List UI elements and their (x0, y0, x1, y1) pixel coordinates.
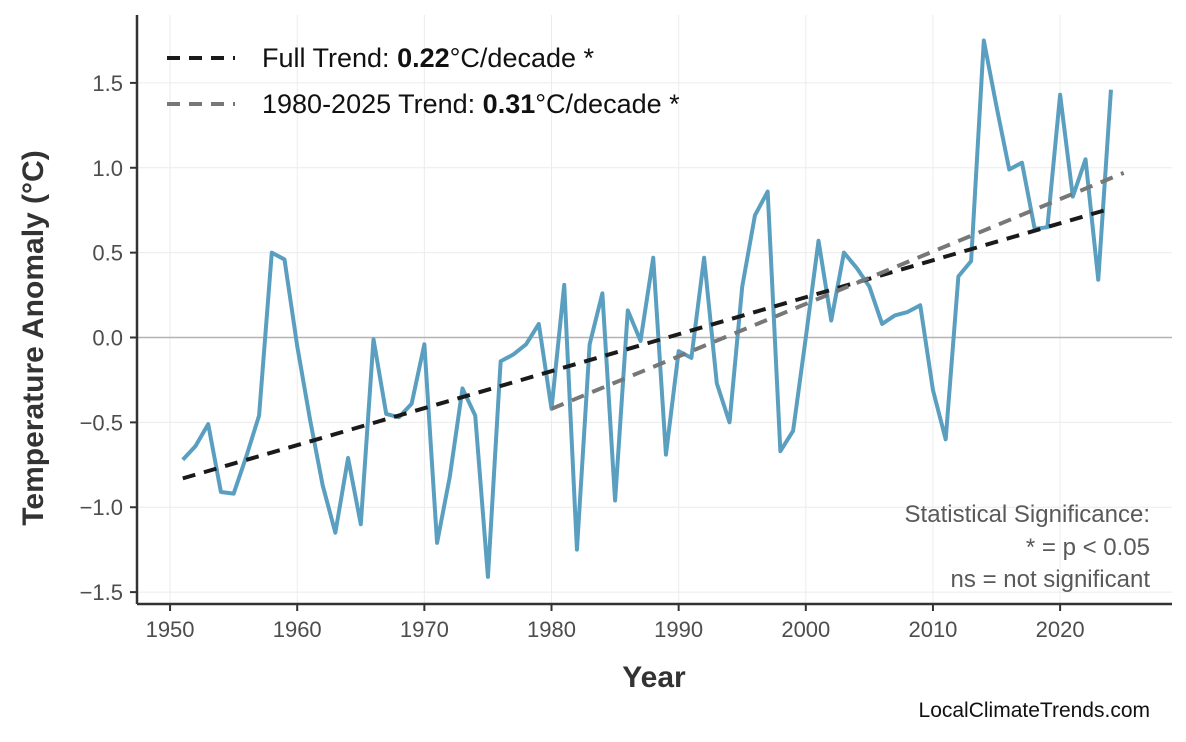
recent-trend-line (550, 171, 1125, 411)
annotation-line: ns = not significant (951, 566, 1151, 593)
x-axis-label: Year (622, 661, 686, 694)
axes: 1950 1960 1970 1980 1990 2000 2010 2020 −1.5 −1.0… (80, 15, 1172, 642)
legend: Full Trend: 0.22°C/decade * 1980-2025 Tr… (167, 43, 680, 119)
legend-label-full-trend: Full Trend: 0.22°C/decade * (262, 43, 595, 73)
x-tick-label: 2000 (781, 617, 830, 642)
y-tick-label: 1.5 (92, 71, 123, 96)
x-tick-label: 2020 (1036, 617, 1085, 642)
plot-area (181, 38, 1125, 579)
annotation-line: * = p < 0.05 (1026, 534, 1150, 561)
x-tick-label: 1990 (654, 617, 703, 642)
y-tick-label: 0.5 (92, 241, 123, 266)
x-tick-label: 1970 (400, 617, 449, 642)
x-tick-label: 1950 (146, 617, 195, 642)
legend-label-recent-trend: 1980-2025 Trend: 0.31°C/decade * (262, 89, 680, 119)
significance-annotation: Statistical Significance: * = p < 0.05 n… (905, 501, 1151, 593)
y-tick-label: 0.0 (92, 326, 123, 351)
y-tick-label: −1.5 (80, 580, 123, 605)
annotation-line: Statistical Significance: (905, 501, 1150, 528)
y-tick-label: −1.0 (80, 495, 123, 520)
x-tick-label: 1980 (527, 617, 576, 642)
x-tick-label: 1960 (273, 617, 322, 642)
y-tick-label: 1.0 (92, 156, 123, 181)
y-axis-label: Temperature Anomaly (°C) (17, 150, 50, 525)
full-trend-line (182, 206, 1112, 481)
x-tick-label: 2010 (908, 617, 957, 642)
anomaly-series-line (181, 38, 1113, 579)
source-credit: LocalClimateTrends.com (919, 699, 1150, 722)
y-tick-label: −0.5 (80, 410, 123, 435)
